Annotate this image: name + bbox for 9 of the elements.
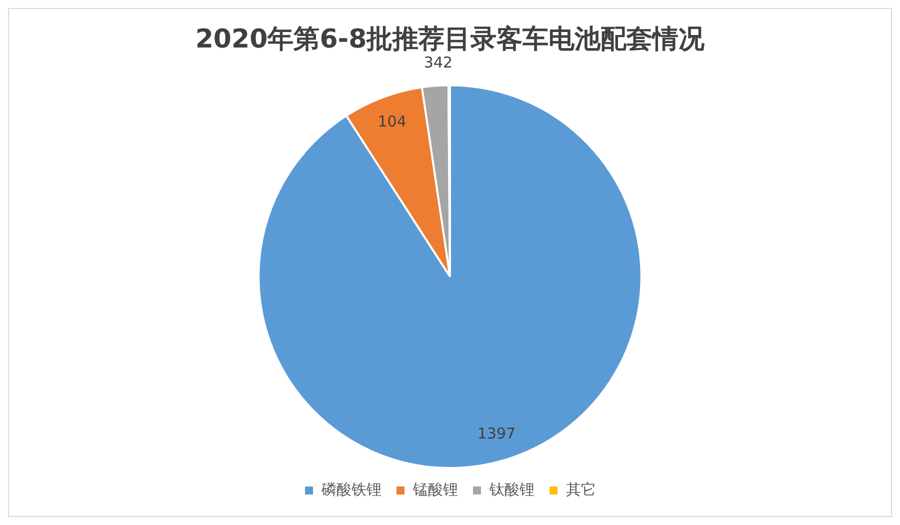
chart-title: 2020年第6-8批推荐目录客车电池配套情况 <box>195 24 706 54</box>
data-label: 104 <box>378 112 406 130</box>
legend-label: 锰酸锂 <box>412 480 458 498</box>
legend-label: 其它 <box>566 480 596 498</box>
legend-label: 磷酸铁锂 <box>320 480 382 498</box>
data-label: 34 <box>424 54 443 72</box>
legend-label: 钛酸锂 <box>488 480 534 498</box>
data-label: 2 <box>442 54 453 72</box>
data-label: 1397 <box>477 424 516 442</box>
